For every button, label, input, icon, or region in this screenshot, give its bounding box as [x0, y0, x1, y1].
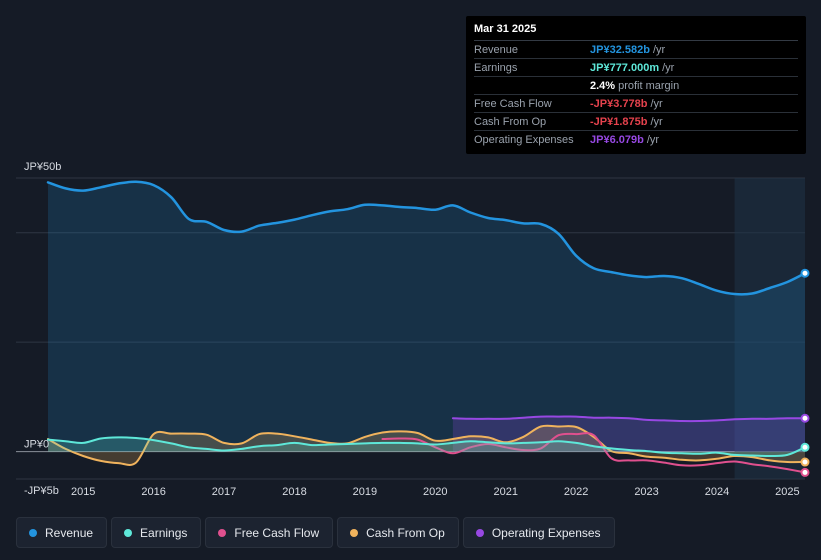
earnings-line[interactable] [47, 436, 806, 458]
tooltip-row-label: Free Cash Flow [474, 97, 552, 110]
revenue-line[interactable] [46, 180, 807, 296]
legend-dot-icon [350, 528, 359, 537]
operating-expenses-end-marker [800, 413, 810, 423]
tooltip-row-label: Cash From Op [474, 115, 547, 128]
tooltip-row-unit: /yr [646, 133, 660, 146]
legend-label: Operating Expenses [491, 525, 601, 540]
x-axis-tick-label: 2015 [71, 486, 95, 498]
legend-label: Cash From Op [366, 525, 445, 540]
free-cash-flow-end-marker [800, 467, 810, 477]
legend: Revenue Earnings Free Cash Flow Cash From O… [16, 517, 615, 548]
x-axis-tick-label: 2022 [564, 486, 588, 498]
legend-dot-icon [475, 528, 484, 537]
x-axis-tick-label: 2020 [423, 486, 447, 498]
tooltip-row-label: Earnings [474, 61, 518, 74]
legend-item-revenue[interactable]: Revenue [16, 517, 108, 548]
tooltip-row: Earnings JP¥777.000m/yr [474, 59, 798, 77]
operating-expenses-line[interactable] [451, 415, 806, 423]
y-axis-label: JP¥50b [24, 161, 61, 173]
x-axis-tick-label: 2018 [282, 486, 306, 498]
cash-from-op-end-marker [800, 457, 810, 467]
revenue-end-marker [800, 268, 810, 278]
legend-item-operating-expenses[interactable]: Operating Expenses [462, 517, 615, 548]
y-axis-labels: JP¥50b JP¥0 -JP¥5b [24, 161, 61, 497]
cash-from-op-area [48, 425, 805, 465]
x-axis-tick-label: 2019 [353, 486, 377, 498]
legend-label: Revenue [45, 525, 94, 540]
x-axis-labels: 2015 2016 2017 2018 2019 2020 2021 2022 2023 2024… [71, 486, 800, 498]
x-axis-tick-label: 2017 [212, 486, 236, 498]
tooltip-row: Operating Expenses JP¥6.079b/yr [474, 131, 798, 148]
grid [16, 177, 805, 480]
tooltip-row-value: JP¥777.000m [590, 61, 660, 74]
x-axis-tick-label: 2024 [705, 486, 729, 498]
tooltip-row: Revenue JP¥32.582b/yr [474, 41, 798, 59]
free-cash-flow-line[interactable] [381, 432, 806, 474]
revenue-area [48, 181, 805, 452]
cash-from-op-line[interactable] [47, 424, 806, 466]
tooltip-row-unit: /yr [650, 115, 663, 128]
legend-item-cash-from-op[interactable]: Cash From Op [337, 517, 459, 548]
past-data-region [734, 178, 805, 479]
tooltip-row-label: Revenue [474, 43, 519, 56]
y-axis-label: JP¥0 [24, 439, 49, 451]
legend-label: Earnings [140, 525, 188, 540]
tooltip-row-unit: /yr [662, 61, 675, 74]
x-axis-tick-label: 2021 [493, 486, 517, 498]
legend-item-free-cash-flow[interactable]: Free Cash Flow [205, 517, 334, 548]
tooltip-row-unit: /yr [652, 43, 666, 56]
legend-dot-icon [218, 528, 227, 537]
tooltip-row-value: -JP¥3.778b [590, 97, 648, 110]
tooltip-row-value: JP¥32.582b [590, 43, 650, 56]
x-axis-tick-label: 2023 [634, 486, 658, 498]
tooltip-row-unit: profit margin [618, 79, 680, 92]
tooltip-row-value: JP¥6.079b [590, 133, 644, 146]
x-axis-tick-label: 2016 [141, 486, 165, 498]
series-layer [46, 180, 810, 477]
tooltip-row-unit: /yr [650, 97, 663, 110]
chart-canvas: JP¥50b JP¥0 -JP¥5b 2015 2016 2017 2018 2019 202… [16, 161, 810, 498]
legend-item-earnings[interactable]: Earnings [111, 517, 202, 548]
tooltip-row-value: 2.4% [590, 79, 616, 92]
tooltip-panel: Mar 31 2025 Revenue JP¥32.582b/yr Earnings… [466, 16, 806, 154]
tooltip-row: Cash From Op -JP¥1.875b/yr [474, 113, 798, 131]
legend-label: Free Cash Flow [234, 525, 320, 540]
earnings-end-marker [800, 442, 810, 452]
y-axis-label: -JP¥5b [24, 485, 59, 497]
legend-dot-icon [124, 528, 133, 537]
tooltip-row-value: -JP¥1.875b [590, 115, 648, 128]
earnings-area [48, 437, 805, 457]
tooltip-row: Free Cash Flow -JP¥3.778b/yr [474, 95, 798, 113]
x-axis-tick-label: 2025 [775, 486, 799, 498]
tooltip-row-label: Operating Expenses [474, 133, 574, 146]
legend-dot-icon [29, 528, 37, 537]
tooltip-date: Mar 31 2025 [474, 23, 798, 41]
tooltip-row: 2.4% profit margin [474, 77, 798, 95]
